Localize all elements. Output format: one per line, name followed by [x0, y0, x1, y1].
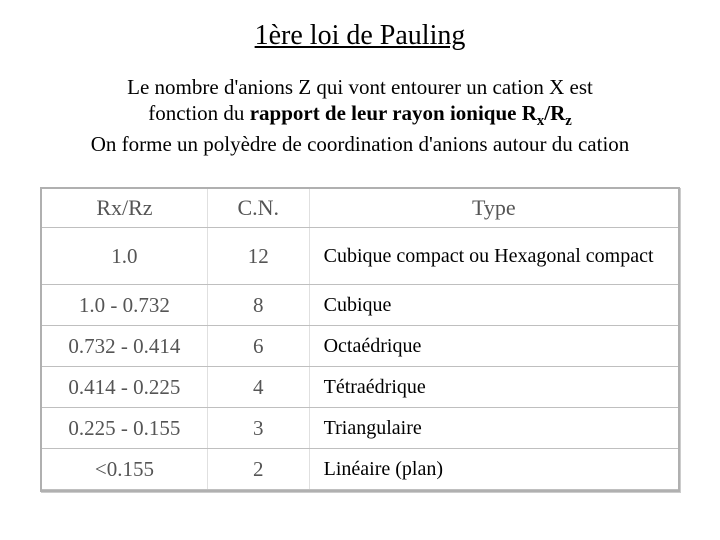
cell-type: Cubique	[309, 285, 678, 326]
desc-line2-bold-b: /R	[544, 101, 565, 125]
col-header-rxrz: Rx/Rz	[42, 189, 207, 228]
table-row: 0.225 - 0.155 3 Triangulaire	[42, 408, 678, 449]
cell-cn: 6	[207, 326, 309, 367]
cell-cn: 12	[207, 228, 309, 285]
cell-rxrz: 1.0	[42, 228, 207, 285]
cell-rxrz: 0.225 - 0.155	[42, 408, 207, 449]
coordination-table: Rx/Rz C.N. Type 1.0 12 Cubique compact o…	[42, 189, 678, 490]
coordination-table-wrap: Rx/Rz C.N. Type 1.0 12 Cubique compact o…	[40, 187, 680, 492]
cell-type: Triangulaire	[309, 408, 678, 449]
col-header-cn: C.N.	[207, 189, 309, 228]
cell-type: Cubique compact ou Hexagonal compact	[309, 228, 678, 285]
desc-line2-bold-a: rapport de leur rayon ionique R	[250, 101, 537, 125]
cell-rxrz: 0.732 - 0.414	[42, 326, 207, 367]
description: Le nombre d'anions Z qui vont entourer u…	[40, 74, 680, 157]
cell-cn: 2	[207, 449, 309, 490]
table-row: 0.414 - 0.225 4 Tétraédrique	[42, 367, 678, 408]
cell-rxrz: <0.155	[42, 449, 207, 490]
cell-rxrz: 0.414 - 0.225	[42, 367, 207, 408]
col-header-type: Type	[309, 189, 678, 228]
table-header-row: Rx/Rz C.N. Type	[42, 189, 678, 228]
desc-line1: Le nombre d'anions Z qui vont entourer u…	[127, 75, 593, 99]
cell-type: Linéaire (plan)	[309, 449, 678, 490]
cell-cn: 3	[207, 408, 309, 449]
desc-sub-z: z	[565, 113, 572, 129]
desc-line3: On forme un polyèdre de coordination d'a…	[91, 132, 630, 156]
cell-cn: 8	[207, 285, 309, 326]
cell-type: Octaédrique	[309, 326, 678, 367]
table-row: <0.155 2 Linéaire (plan)	[42, 449, 678, 490]
cell-cn: 4	[207, 367, 309, 408]
desc-line2-pre: fonction du	[148, 101, 249, 125]
table-row: 0.732 - 0.414 6 Octaédrique	[42, 326, 678, 367]
table-row: 1.0 12 Cubique compact ou Hexagonal comp…	[42, 228, 678, 285]
cell-type: Tétraédrique	[309, 367, 678, 408]
cell-rxrz: 1.0 - 0.732	[42, 285, 207, 326]
table-row: 1.0 - 0.732 8 Cubique	[42, 285, 678, 326]
page-title: 1ère loi de Pauling	[40, 20, 680, 52]
